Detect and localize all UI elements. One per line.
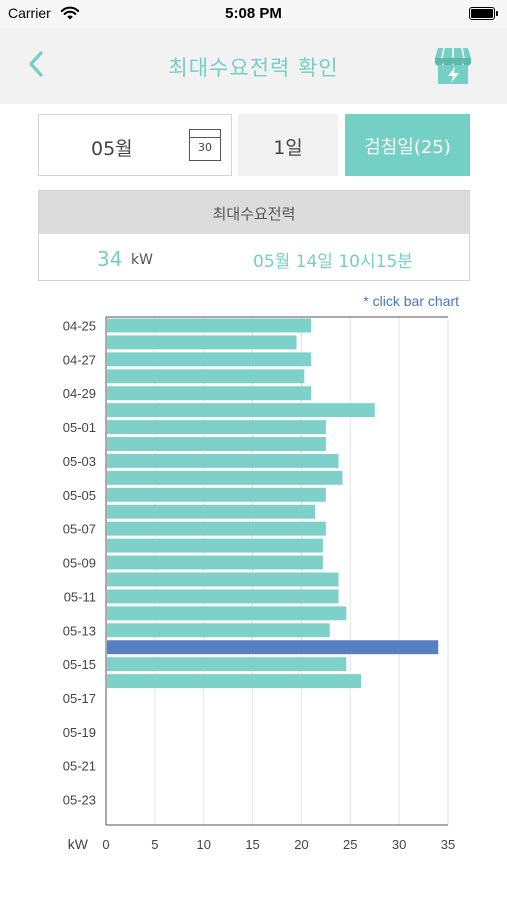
clock: 5:08 PM [225,5,282,22]
bar-05-01[interactable] [107,420,326,435]
bar-05-02[interactable] [107,437,326,451]
wifi-icon [60,6,80,20]
max-demand-value: 34 [97,247,123,271]
day-tab[interactable]: 1일 [238,114,338,176]
bar-05-08[interactable] [107,538,323,553]
y-tick-label: 05-15 [63,657,96,672]
chevron-left-icon [29,51,43,77]
max-demand-title: 최대수요전력 [212,205,296,223]
page-title: 최대수요전력 확인 [168,56,339,80]
max-demand-unit: kW [131,252,153,268]
bar-05-14[interactable] [107,640,439,655]
max-demand-card: 최대수요전력 34 kW 05월 14일 10시15분 [38,190,470,281]
demand-bar-chart: 04-25 04-27 04-29 05-01 05-03 05-05 05-07 05-09… [63,316,455,852]
battery-icon [469,7,498,20]
y-tick-label: 05-07 [63,522,96,537]
x-tick-label: 15 [245,837,259,852]
max-demand-header: 최대수요전력 [39,191,469,234]
meter-reading-tab-label: 검침일(25) [364,137,451,158]
nav-bar: 최대수요전력 확인 [0,28,507,104]
month-picker[interactable]: 05월 30 [38,114,232,176]
bar-05-07[interactable] [107,521,326,536]
y-tick-label: 05-03 [63,454,96,469]
max-demand-time: 05월 14일 10시15분 [253,252,413,272]
bar-05-09[interactable] [107,555,323,570]
meter-reading-tab[interactable]: 검침일(25) [345,114,470,176]
x-tick-label: 35 [441,837,455,852]
bar-05-16[interactable] [107,674,362,689]
x-tick-label: 25 [343,837,357,852]
calendar-day-number: 30 [198,141,212,154]
bar-05-06[interactable] [107,504,316,519]
month-label: 05월 [91,138,133,160]
bar-04-30[interactable] [107,403,375,418]
bar-05-12[interactable] [107,606,347,621]
period-selector: 05월 30 1일 검침일(25) [38,114,470,176]
chart-hint: * click bar chart [363,293,459,309]
y-tick-label: 05-01 [63,420,96,435]
bar-05-04[interactable] [107,470,343,485]
bar-04-28[interactable] [107,369,305,384]
x-tick-label: 30 [392,837,406,852]
x-tick-label: 20 [294,837,308,852]
x-tick-label: 10 [196,837,210,852]
bar-05-05[interactable] [107,487,326,502]
x-tick-label: 0 [102,837,109,852]
x-tick-label: 5 [151,837,158,852]
bar-05-13[interactable] [107,623,330,638]
x-axis-unit-label: kW [68,836,89,852]
calendar-icon: 30 [189,129,221,161]
store-button[interactable] [433,44,473,86]
y-tick-label: 05-17 [63,691,96,706]
bar-05-03[interactable] [107,453,339,468]
y-tick-label: 05-21 [63,759,96,774]
bar-05-15[interactable] [107,657,347,672]
y-tick-label: 05-23 [63,793,96,808]
bar-05-10[interactable] [107,572,339,587]
y-tick-label: 05-09 [63,556,96,571]
bar-04-25[interactable] [107,318,312,333]
y-tick-label: 04-25 [63,318,96,333]
status-bar: Carrier 5:08 PM [0,0,507,28]
day-tab-label: 1일 [273,137,303,159]
y-tick-label: 05-05 [63,488,96,503]
bar-04-29[interactable] [107,386,312,401]
y-tick-label: 05-13 [63,623,96,638]
bar-05-11[interactable] [107,589,339,604]
y-tick-label: 04-27 [63,352,96,367]
y-tick-label: 05-11 [64,589,96,604]
bar-04-26[interactable] [107,335,297,350]
y-tick-label: 04-29 [63,386,96,401]
y-tick-label: 05-19 [63,725,96,740]
back-button[interactable] [22,46,52,82]
store-lightning-icon [435,47,471,84]
bar-04-27[interactable] [107,352,312,367]
carrier-label: Carrier [8,5,51,21]
